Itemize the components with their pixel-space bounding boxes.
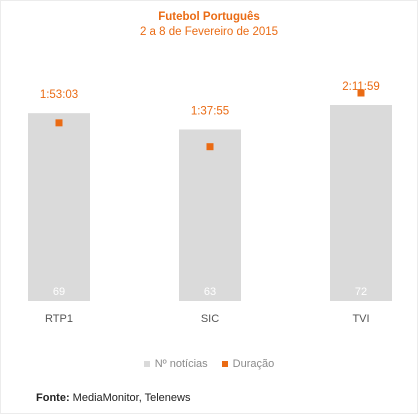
source-text: MediaMonitor, Telenews: [72, 392, 191, 404]
legend-label-noticias: Nº notícias: [154, 358, 208, 370]
legend-item-duracao[interactable]: Duração: [221, 358, 275, 370]
bar-tvi: [330, 105, 392, 301]
bar-label-sic: 63: [204, 286, 216, 298]
duration-label-sic: 1:37:55: [191, 106, 229, 118]
duration-label-tvi: 2:11:59: [342, 81, 380, 93]
duration-label-rtp1: 1:53:03: [40, 89, 78, 101]
category-label-rtp1: RTP1: [45, 313, 73, 325]
duration-marker-tvi: [357, 89, 365, 97]
bar-label-rtp1: 69: [53, 286, 65, 298]
duration-marker-sic: [206, 143, 214, 151]
legend-swatch-duracao: [221, 361, 228, 367]
category-label-tvi: TVI: [352, 313, 369, 325]
legend-label-duracao: Duração: [232, 358, 275, 370]
source-label: Fonte:: [36, 392, 70, 404]
chart-title: Futebol Português: [158, 11, 260, 23]
chart-subtitle: 2 a 8 de Fevereiro de 2015: [139, 26, 279, 38]
legend-swatch-noticias: [143, 361, 150, 367]
bar-rtp1: [28, 113, 90, 302]
category-label-sic: SIC: [201, 313, 219, 325]
bar-label-tvi: 72: [355, 286, 367, 298]
bar-sic: [179, 129, 241, 301]
source-note: Fonte: MediaMonitor, Telenews: [36, 392, 190, 404]
duration-marker-rtp1: [55, 119, 63, 127]
legend-item-noticias[interactable]: Nº notícias: [143, 358, 208, 370]
legend: Nº notícias Duração: [0, 358, 418, 370]
